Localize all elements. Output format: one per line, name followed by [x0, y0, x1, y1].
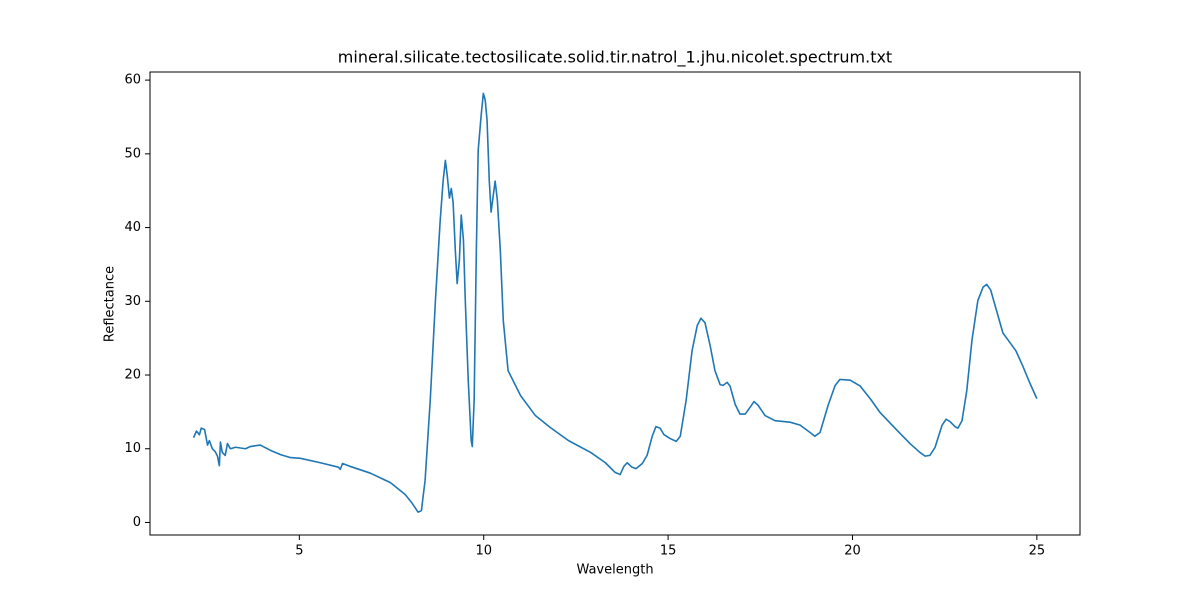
plot-frame — [149, 71, 1081, 536]
x-tick-label: 5 — [295, 544, 303, 559]
x-tick-label: 20 — [844, 544, 861, 559]
x-tick-label: 15 — [660, 544, 677, 559]
y-tick-label: 60 — [124, 73, 141, 88]
y-tick-label: 40 — [124, 220, 141, 235]
y-tick-label: 50 — [124, 146, 141, 161]
y-tick-label: 0 — [133, 515, 141, 530]
y-tick-label: 20 — [124, 368, 141, 383]
x-tick-label: 10 — [475, 544, 492, 559]
y-tick-label: 10 — [124, 441, 141, 456]
x-axis-label: Wavelength — [576, 563, 653, 578]
y-axis-label: Reflectance — [103, 266, 118, 342]
spectrum-line — [192, 92, 1038, 513]
x-tick-label: 25 — [1029, 544, 1046, 559]
y-tick-label: 30 — [124, 294, 141, 309]
chart-title: mineral.silicate.tectosilicate.solid.tir… — [338, 48, 892, 68]
